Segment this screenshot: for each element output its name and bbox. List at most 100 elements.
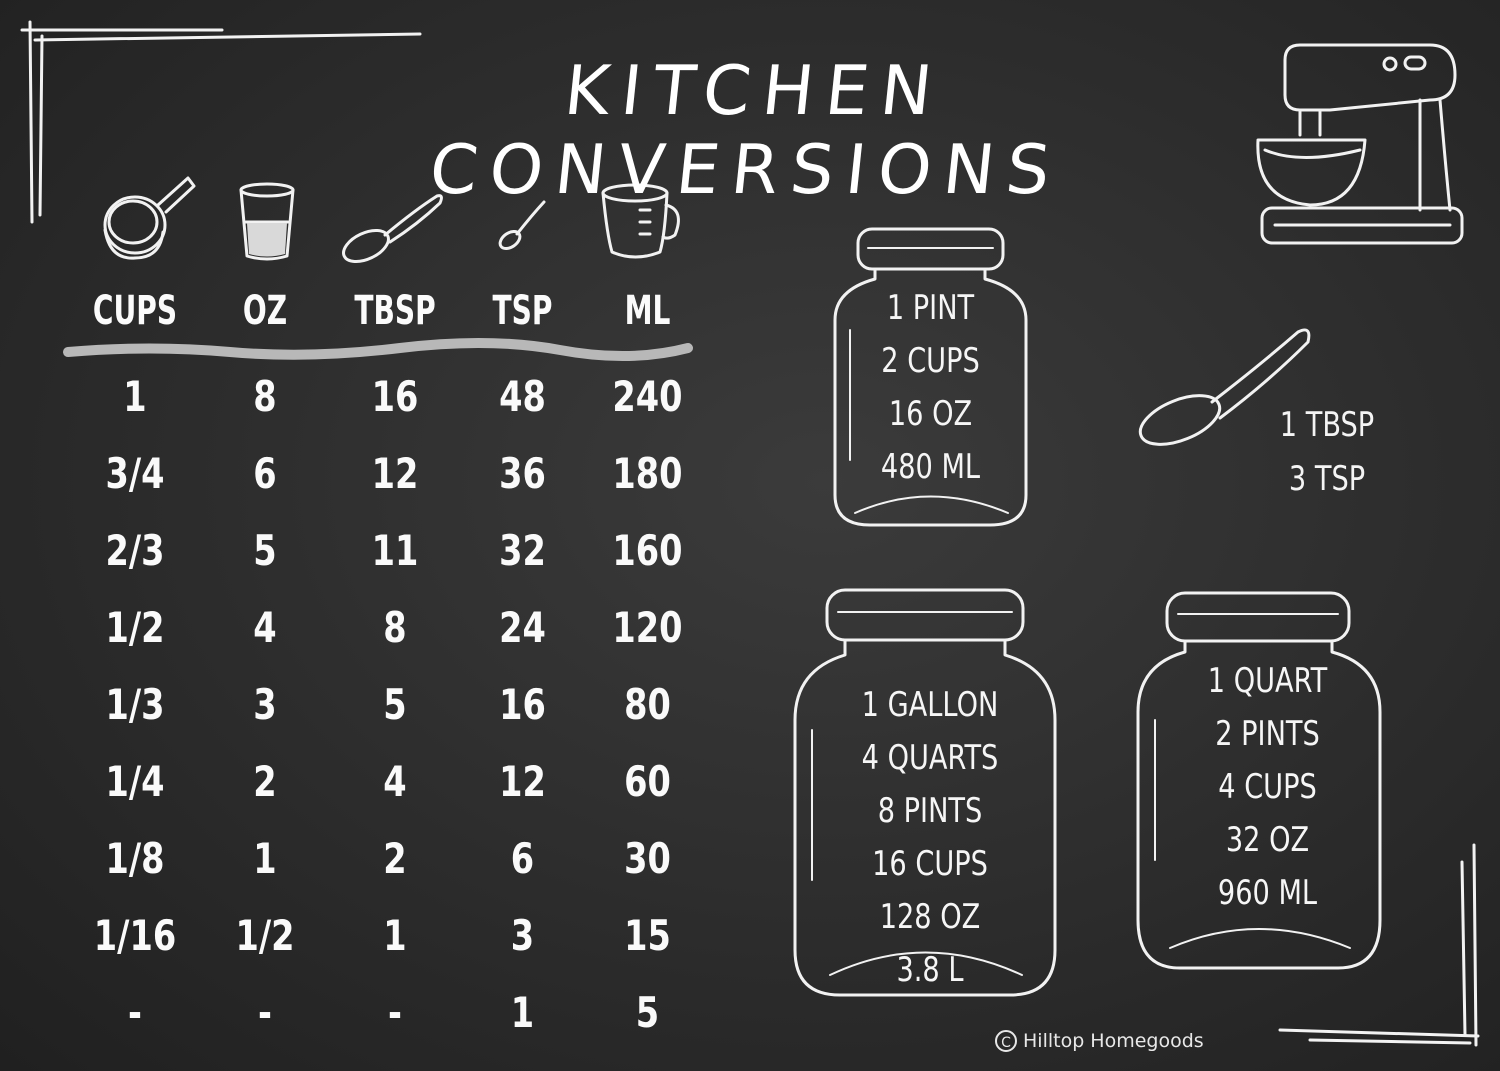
header-ml: ML (624, 288, 671, 334)
pint-line: 1 PINT (886, 288, 975, 328)
table-body: 1 8 16 48 240 3/4 6 12 36 180 2/3 5 11 32 160 1/2 4 8 24 12… (70, 358, 710, 1051)
tablespoon-icon (342, 194, 443, 264)
gallon-line: 3.8 L (896, 950, 964, 990)
measuring-jug-icon (601, 183, 680, 259)
cell-cups: 1/8 (105, 834, 165, 883)
cell-tsp: 32 (499, 526, 546, 575)
copyright-notice: C Hilltop Homegoods (995, 1030, 1204, 1052)
cell-oz: 8 (253, 372, 277, 421)
cell-oz: 5 (253, 526, 277, 575)
cell-oz: 2 (253, 757, 277, 806)
cell-tsp: 24 (499, 603, 546, 652)
pint-jar-label: 1 PINT 2 CUPS 16 OZ 480 ML (873, 282, 989, 494)
copyright-text: Hilltop Homegoods (1023, 1030, 1204, 1052)
cell-cups: 2/3 (105, 526, 165, 575)
cell-oz: 1 (253, 834, 277, 883)
cell-cups: 1/3 (105, 680, 165, 729)
header-cups: CUPS (92, 288, 178, 334)
cell-oz: 4 (253, 603, 277, 652)
gallon-line: 16 CUPS (872, 844, 988, 884)
cell-ml: 120 (612, 603, 683, 652)
cell-ml: 15 (624, 911, 671, 960)
cell-cups: 1/4 (105, 757, 165, 806)
spoon-icon (1138, 328, 1311, 446)
spoon-label: 1 TBSP 3 TSP (1275, 398, 1379, 506)
cell-tbsp: 5 (383, 680, 407, 729)
gallon-line: 128 OZ (879, 897, 981, 937)
cell-tsp: 1 (510, 988, 535, 1037)
cell-oz: 6 (253, 449, 277, 498)
cell-cups: 1 (123, 372, 147, 421)
cell-cups: 3/4 (105, 449, 165, 498)
cell-tsp: 12 (499, 757, 546, 806)
gallon-jar-label: 1 GALLON 4 QUARTS 8 PINTS 16 CUPS 128 OZ… (854, 679, 1006, 997)
quart-line: 1 QUART (1207, 661, 1328, 701)
pint-line: 2 CUPS (881, 341, 980, 381)
cell-ml: 60 (624, 757, 671, 806)
corner-frame-bottom-right (1278, 843, 1480, 1047)
spoon-line: 1 TBSP (1279, 405, 1375, 445)
header-oz: OZ (242, 288, 288, 334)
cell-cups: - (128, 988, 142, 1037)
header-tsp: TSP (492, 288, 553, 334)
table-row: 1/2 4 8 24 120 (70, 589, 710, 666)
cell-ml: 30 (624, 834, 671, 883)
cell-oz: 1/2 (235, 911, 295, 960)
cell-cups: 1/2 (105, 603, 165, 652)
table-row: 3/4 6 12 36 180 (70, 435, 710, 512)
measuring-cup-icon (103, 176, 196, 260)
quart-line: 960 ML (1217, 873, 1318, 913)
pint-jar-icon (833, 227, 1028, 527)
table-row: 1/16 1/2 1 3 15 (70, 897, 710, 974)
quart-line: 2 PINTS (1215, 714, 1320, 754)
cell-ml: 240 (612, 372, 683, 421)
table-row: 1/4 2 4 12 60 (70, 743, 710, 820)
gallon-line: 8 PINTS (877, 791, 983, 831)
cell-tbsp: - (388, 988, 402, 1037)
cell-tbsp: 2 (383, 834, 407, 883)
table-header-row: CUPS OZ TBSP TSP ML (70, 280, 710, 342)
table-row: 1/3 3 5 16 80 (70, 666, 710, 743)
table-row: 1 8 16 48 240 (70, 358, 710, 435)
pint-line: 480 ML (880, 447, 981, 487)
cell-cups: 1/16 (93, 911, 177, 960)
cell-tsp: 16 (499, 680, 546, 729)
teaspoon-icon (498, 200, 546, 251)
header-tbsp: TBSP (354, 288, 436, 334)
corner-frame-top-left (20, 20, 422, 224)
cell-oz: - (258, 988, 272, 1037)
cell-oz: 3 (253, 680, 277, 729)
table-row: 1/8 1 2 6 30 (70, 820, 710, 897)
page-title: KITCHEN CONVERSIONS (426, 52, 1066, 210)
cell-tbsp: 12 (371, 449, 419, 498)
cell-tbsp: 1 (383, 911, 407, 960)
gallon-line: 4 QUARTS (861, 738, 999, 778)
quart-jar-icon (1136, 591, 1382, 970)
glass-fill (247, 223, 287, 257)
pint-line: 16 OZ (888, 394, 973, 434)
cell-tbsp: 8 (383, 603, 407, 652)
cell-tsp: 6 (510, 834, 535, 883)
conversion-table: CUPS OZ TBSP TSP ML 1 8 16 48 240 3/4 6 12 36 180… (70, 280, 710, 1037)
cell-tsp: 3 (510, 911, 535, 960)
table-row: - - - 1 5 (70, 974, 710, 1051)
gallon-jar-icon (793, 588, 1057, 997)
quart-line: 4 CUPS (1218, 767, 1317, 807)
cell-ml: 180 (612, 449, 683, 498)
header-underline (63, 337, 693, 361)
spoon-line: 3 TSP (1288, 459, 1366, 499)
cell-tsp: 48 (499, 372, 546, 421)
cell-ml: 80 (624, 680, 671, 729)
gallon-line: 1 GALLON (861, 685, 999, 725)
quart-line: 32 OZ (1225, 820, 1310, 860)
cell-ml: 5 (635, 988, 660, 1037)
table-row: 2/3 5 11 32 160 (70, 512, 710, 589)
stand-mixer-icon (1256, 43, 1464, 245)
cell-tbsp: 11 (371, 526, 419, 575)
quart-jar-label: 1 QUART 2 PINTS 4 CUPS 32 OZ 960 ML (1194, 655, 1342, 920)
glass-icon (239, 182, 295, 261)
cell-tsp: 36 (499, 449, 546, 498)
cell-ml: 160 (612, 526, 683, 575)
